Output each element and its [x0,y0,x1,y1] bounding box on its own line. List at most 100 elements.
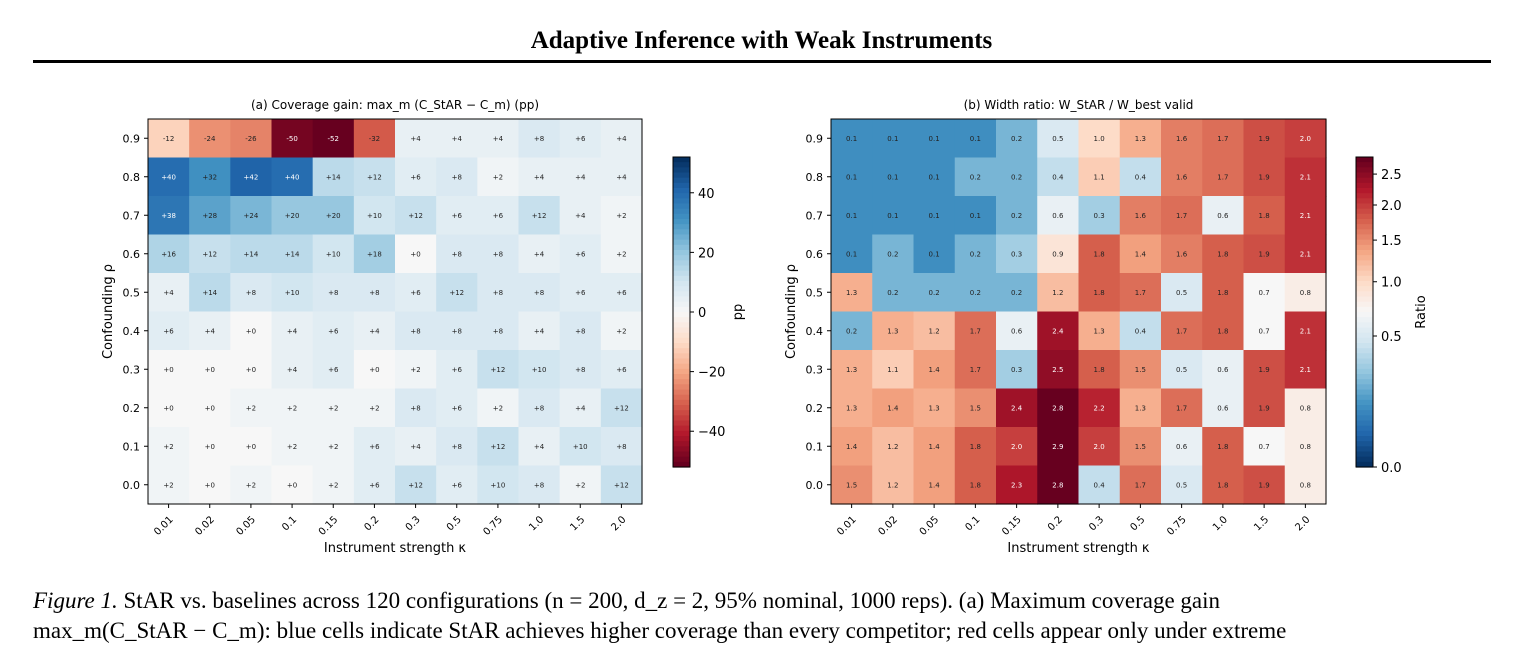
colorbar-segment [673,306,690,313]
colorbar-segment [673,177,690,184]
y-tick-label: 0.8 [806,171,824,184]
cell-value-label: +10 [532,366,547,374]
heatmap-cell [1202,157,1245,197]
page-title: Adaptive Inference with Weak Instruments [530,27,993,54]
cell-value-label: 0.1 [929,173,940,181]
cell-value-label: 1.7 [970,366,981,374]
colorbar-segment [1356,260,1373,267]
heatmap-cell [831,388,873,428]
cell-value-label: 1.6 [1135,212,1147,220]
colorbar-tick-label: 0.0 [1381,461,1402,476]
cell-value-label: +8 [534,404,544,412]
colorbar-segment [673,389,690,396]
heatmap-cell [1078,311,1121,351]
colorbar-segment [1356,255,1373,261]
heatmap-cell [1119,427,1162,467]
heatmap-cell [1161,311,1203,351]
x-tick-label: 1.0 [1211,514,1230,533]
heatmap-cell [872,273,915,313]
cell-value-label: +12 [614,481,629,489]
heatmap-cell [1202,273,1245,313]
cell-value-label: 0.5 [1052,135,1063,143]
cell-value-label: 0.1 [929,250,940,258]
heatmap-cell [518,311,561,351]
heatmap-cell [353,350,396,390]
y-tick-label: 0.2 [806,402,824,415]
heatmap-panel-a: -12 -24 -26 -50 -52 -32 +4 +4 +4 +8 +6 +4+40 +32 +42 +… [101,98,746,556]
colorbar-segment [673,162,690,168]
y-tick-label: 0.7 [806,209,824,222]
cell-value-label: 1.8 [1094,289,1105,297]
x-tick-label: 0.5 [1128,514,1147,533]
cell-value-label: 0.5 [1176,366,1187,374]
figure-caption: Figure 1. StAR vs. baselines across 120 … [33,586,1491,646]
heatmap-cell [872,157,915,197]
cell-value-label: +4 [287,327,298,335]
colorbar-segment [673,208,690,215]
cell-value-label: 2.3 [1011,481,1022,489]
colorbar-segment [1356,348,1373,354]
x-tick-label: 0.2 [1046,514,1065,533]
heatmap-cell [271,311,314,351]
cell-value-label: 1.8 [1217,481,1228,489]
heatmap-cell [148,311,190,351]
heatmap-cell [1284,119,1327,159]
colorbar-segment [1356,270,1373,277]
cell-value-label: +12 [614,404,629,412]
heatmap-cell [872,350,915,390]
heatmap-cell [1202,427,1245,467]
cell-value-label: 0.1 [929,212,940,220]
cell-value-label: 0.2 [846,327,857,335]
cell-value-label: +6 [328,327,339,335]
cell-value-label: 0.6 [1176,443,1188,451]
heatmap-cell [477,234,520,274]
cell-value-label: +10 [285,289,300,297]
colorbar-segment [1356,363,1373,370]
cell-value-label: +42 [244,173,259,181]
colorbar-segment [1356,441,1373,447]
heatmap-cell [1243,119,1286,159]
colorbar-segment [1356,415,1373,422]
cell-value-label: 0.1 [887,212,898,220]
cell-value-label: 0.6 [1052,212,1064,220]
heatmap-cell [1202,350,1245,390]
x-tick-label: 0.15 [317,514,341,538]
colorbar-segment [673,157,690,163]
heatmap-cell [518,465,561,505]
cell-value-label: +8 [493,289,503,297]
cell-value-label: +14 [285,250,300,258]
colorbar-segment [1356,198,1373,205]
colorbar-segment [673,172,690,179]
x-tick-label: 1.5 [568,514,587,533]
x-tick-label: 1.0 [527,514,546,533]
heatmap-cell [477,119,520,159]
colorbar-segment [673,317,690,323]
cell-value-label: -50 [286,135,297,143]
heatmap-cell [189,465,231,505]
heatmap-cell [148,234,190,274]
cell-value-label: 1.3 [1094,327,1105,335]
cell-value-label: 1.7 [1217,173,1228,181]
cell-value-label: 0.4 [1135,327,1147,335]
heatmap-cell [148,350,190,390]
colorbar-segment [1356,234,1373,241]
x-tick-label: 0.1 [963,514,982,533]
cell-value-label: -26 [245,135,257,143]
x-tick-label: 0.05 [235,514,259,538]
heatmap-cell [1119,465,1162,505]
heatmap-cell [1161,196,1203,236]
heatmap-cell [954,350,997,390]
heatmap-cell [996,388,1038,428]
cell-value-label: +6 [575,135,586,143]
cell-value-label: +8 [410,404,420,412]
colorbar-segment [673,379,690,385]
colorbar-segment [1356,343,1373,349]
cell-value-label: +0 [410,250,420,258]
cell-value-label: +8 [246,289,256,297]
heatmap-cell [189,157,231,197]
colorbar-tick-label: 2.5 [1381,168,1402,183]
heatmap-cell [312,465,355,505]
heatmap-cell [1037,465,1080,505]
cell-value-label: 1.6 [1176,250,1188,258]
heatmap-cell [271,465,314,505]
